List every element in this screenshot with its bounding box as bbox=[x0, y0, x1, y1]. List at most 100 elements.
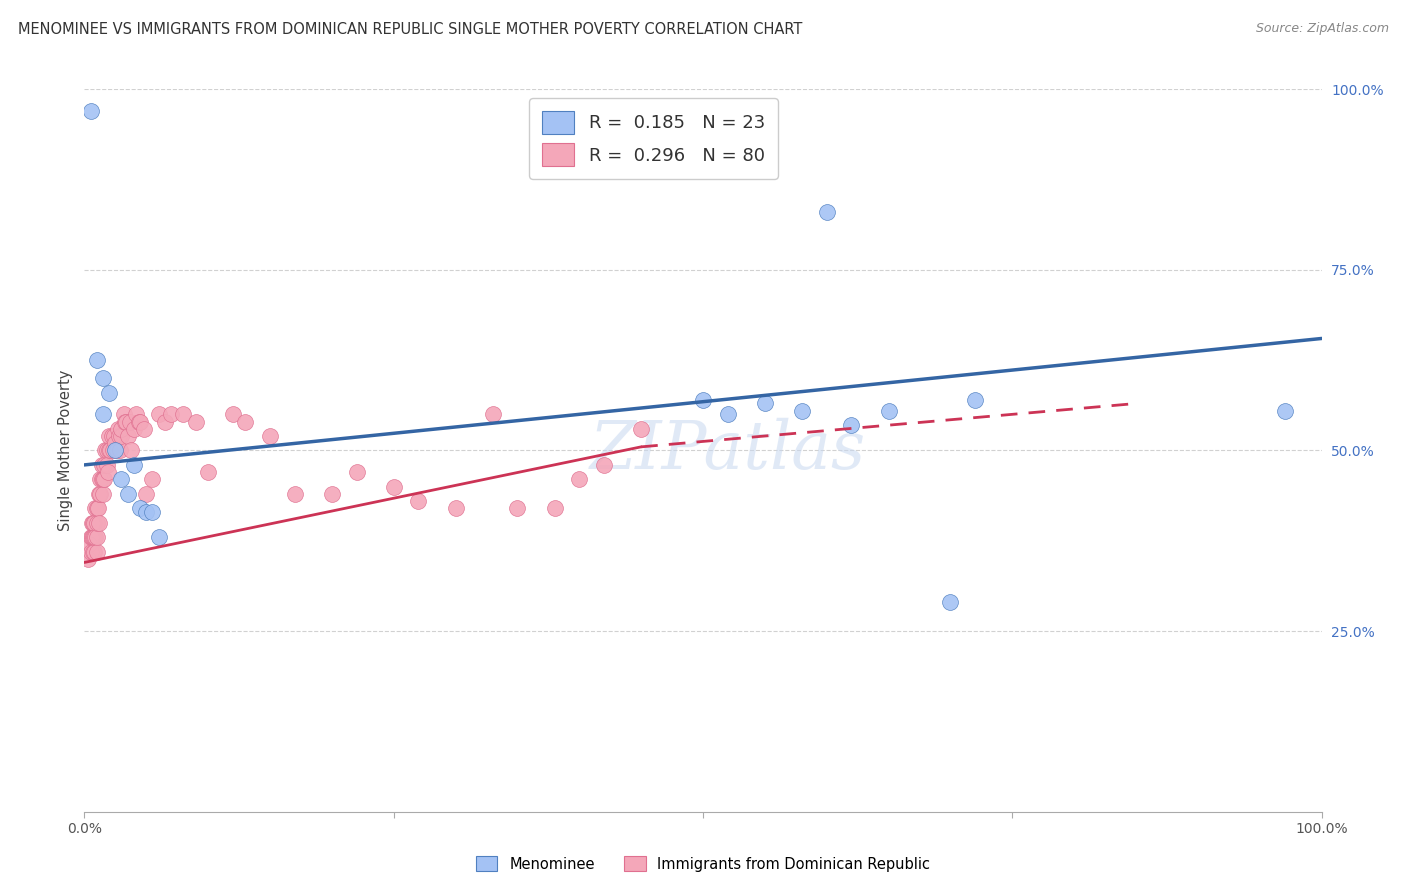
Point bbox=[148, 530, 170, 544]
Point bbox=[125, 407, 148, 421]
Point bbox=[939, 595, 962, 609]
Point bbox=[122, 458, 145, 472]
Point bbox=[103, 429, 125, 443]
Point bbox=[877, 403, 900, 417]
Point bbox=[965, 392, 987, 407]
Text: Source: ZipAtlas.com: Source: ZipAtlas.com bbox=[1256, 22, 1389, 36]
Point bbox=[321, 487, 343, 501]
Point bbox=[112, 407, 135, 421]
Point bbox=[259, 429, 281, 443]
Point bbox=[79, 530, 101, 544]
Point bbox=[83, 530, 105, 544]
Point bbox=[114, 415, 136, 429]
Point bbox=[79, 103, 101, 118]
Point bbox=[86, 530, 108, 544]
Point bbox=[94, 443, 117, 458]
Point bbox=[815, 205, 838, 219]
Point bbox=[104, 443, 127, 458]
Point bbox=[692, 392, 714, 407]
Point bbox=[120, 415, 142, 429]
Point bbox=[98, 385, 121, 400]
Point bbox=[135, 487, 157, 501]
Point bbox=[184, 415, 207, 429]
Point bbox=[80, 516, 103, 530]
Point bbox=[110, 443, 132, 458]
Point bbox=[717, 407, 740, 421]
Point bbox=[630, 422, 652, 436]
Point bbox=[96, 443, 118, 458]
Point bbox=[98, 429, 121, 443]
Point bbox=[122, 422, 145, 436]
Point bbox=[110, 422, 132, 436]
Point bbox=[284, 487, 307, 501]
Point bbox=[83, 544, 105, 558]
Point bbox=[89, 472, 111, 486]
Point bbox=[86, 544, 108, 558]
Point bbox=[91, 487, 114, 501]
Point bbox=[128, 415, 150, 429]
Text: MENOMINEE VS IMMIGRANTS FROM DOMINICAN REPUBLIC SINGLE MOTHER POVERTY CORRELATIO: MENOMINEE VS IMMIGRANTS FROM DOMINICAN R… bbox=[18, 22, 803, 37]
Point bbox=[543, 501, 565, 516]
Point bbox=[110, 429, 132, 443]
Point bbox=[83, 516, 105, 530]
Point bbox=[135, 505, 157, 519]
Point bbox=[87, 501, 110, 516]
Point bbox=[148, 407, 170, 421]
Point bbox=[233, 415, 256, 429]
Point bbox=[129, 415, 152, 429]
Point bbox=[86, 353, 108, 368]
Point bbox=[120, 443, 142, 458]
Point bbox=[444, 501, 467, 516]
Point bbox=[82, 530, 104, 544]
Point bbox=[408, 494, 430, 508]
Point bbox=[91, 371, 114, 385]
Point bbox=[160, 407, 183, 421]
Point bbox=[107, 422, 129, 436]
Point bbox=[132, 422, 155, 436]
Point bbox=[98, 443, 121, 458]
Point bbox=[93, 472, 115, 486]
Point bbox=[172, 407, 194, 421]
Point bbox=[110, 472, 132, 486]
Point bbox=[84, 501, 107, 516]
Point bbox=[77, 551, 100, 566]
Point bbox=[82, 516, 104, 530]
Point bbox=[754, 396, 776, 410]
Point bbox=[481, 407, 503, 421]
Point bbox=[117, 487, 139, 501]
Point bbox=[86, 501, 108, 516]
Point bbox=[104, 436, 127, 450]
Point bbox=[82, 544, 104, 558]
Point bbox=[506, 501, 529, 516]
Legend: Menominee, Immigrants from Dominican Republic: Menominee, Immigrants from Dominican Rep… bbox=[470, 850, 936, 878]
Point bbox=[129, 501, 152, 516]
Point bbox=[86, 516, 108, 530]
Point bbox=[568, 472, 591, 486]
Point bbox=[91, 407, 114, 421]
Point bbox=[197, 465, 219, 479]
Point bbox=[105, 443, 128, 458]
Point bbox=[80, 530, 103, 544]
Point bbox=[90, 458, 112, 472]
Point bbox=[97, 465, 120, 479]
Point bbox=[153, 415, 176, 429]
Point bbox=[96, 458, 118, 472]
Point bbox=[593, 458, 616, 472]
Legend: R =  0.185   N = 23, R =  0.296   N = 80: R = 0.185 N = 23, R = 0.296 N = 80 bbox=[529, 98, 778, 179]
Point bbox=[84, 530, 107, 544]
Point bbox=[222, 407, 245, 421]
Point bbox=[79, 537, 101, 551]
Point bbox=[141, 505, 163, 519]
Point bbox=[90, 472, 112, 486]
Point bbox=[100, 429, 122, 443]
Point bbox=[141, 472, 163, 486]
Point bbox=[790, 403, 813, 417]
Point bbox=[89, 487, 111, 501]
Point bbox=[841, 418, 863, 433]
Point bbox=[108, 429, 131, 443]
Point bbox=[117, 429, 139, 443]
Point bbox=[89, 487, 111, 501]
Point bbox=[98, 443, 121, 458]
Point bbox=[115, 415, 138, 429]
Y-axis label: Single Mother Poverty: Single Mother Poverty bbox=[58, 370, 73, 531]
